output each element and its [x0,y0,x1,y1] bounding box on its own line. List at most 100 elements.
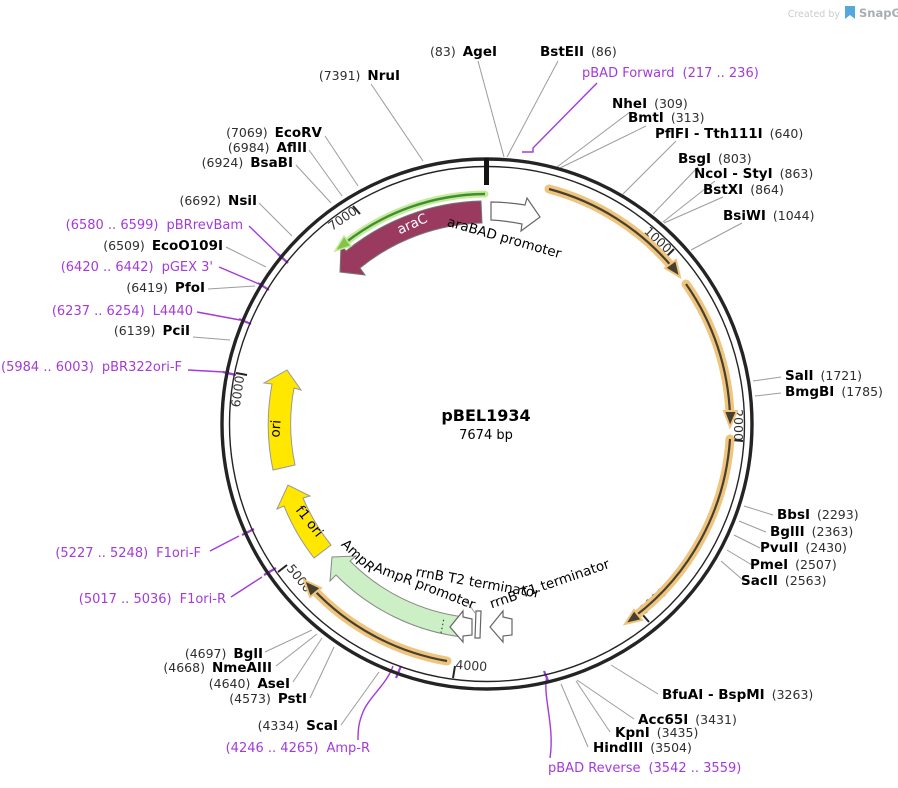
site-pos: (309) [654,96,688,111]
site-label-agei[interactable]: (83) AgeI [430,44,497,60]
primer-label-f1ori-f[interactable]: (5227 .. 5248) F1ori-F [55,546,201,561]
primer-name[interactable]: F1ori-F [156,546,201,561]
primer-name[interactable]: pBR322ori-F [102,360,182,375]
site-name[interactable]: EcoO109I [152,238,223,254]
site-name[interactable]: BmtI [628,110,664,126]
site-label-bsgi[interactable]: BsgI (803) [678,151,752,167]
site-label-asei[interactable]: (4640) AseI [209,676,290,692]
site-label-pmei[interactable]: PmeI (2507) [750,557,837,573]
site-name[interactable]: PmeI [750,557,788,573]
site-name[interactable]: BsiWI [723,208,766,224]
primer-label-f1ori-r[interactable]: (5017 .. 5036) F1ori-R [79,592,226,607]
plasmid-name: pBEL1934 [441,406,530,425]
site-name[interactable]: BsaBI [250,155,293,171]
primer-name[interactable]: F1ori-R [180,592,226,607]
site-name[interactable]: BstXI [703,182,743,198]
primer-label-pgex-3[interactable]: (6420 .. 6442) pGEX 3' [61,260,213,275]
primer-label-l4440[interactable]: (6237 .. 6254) L4440 [52,304,193,319]
site-name[interactable]: PstI [278,691,307,707]
site-name[interactable]: SacII [741,573,778,589]
site-name[interactable]: NsiI [228,193,257,209]
site-label-nhei[interactable]: NheI (309) [612,96,688,112]
site-label-bsabi[interactable]: (6924) BsaBI [202,155,293,171]
primer-name[interactable]: pBAD Reverse [548,761,640,776]
site-name[interactable]: PfoI [175,280,205,296]
ori-label[interactable]: ori [267,419,284,438]
rrnb-t2-terminator-shape[interactable] [474,610,482,639]
primer-name[interactable]: Amp-R [326,741,370,756]
arac-green-highlight[interactable] [333,190,489,253]
site-name[interactable]: NruI [367,68,400,84]
site-label-pvuii[interactable]: PvuII (2430) [760,540,847,556]
site-label-nrui[interactable]: (7391) NruI [319,68,400,84]
site-label-bmti[interactable]: BmtI (313) [628,110,704,126]
site-label-pflfi[interactable]: PflFI - Tth111I (640) [655,126,803,142]
leader-line [720,560,745,582]
site-name[interactable]: HindIII [593,740,643,756]
site-label-sacii[interactable]: SacII (2563) [741,573,826,589]
site-name[interactable]: BstEII [540,44,584,60]
site-label-bbsi[interactable]: BbsI (2293) [777,507,859,523]
site-label-bsiwi[interactable]: BsiWI (1044) [723,208,814,224]
site-name[interactable]: PvuII [760,540,798,556]
site-name[interactable]: BglI [233,646,263,662]
rrnb-t1-terminator-arrow[interactable] [489,609,513,644]
site-label-scai[interactable]: (4334) ScaI [258,718,338,734]
site-name[interactable]: AgeI [463,44,497,60]
ori-feature-arrow[interactable] [262,369,303,471]
site-name[interactable]: KpnI [615,725,650,741]
primer-name[interactable]: pBRrevBam [166,218,243,233]
site-label-pfoi[interactable]: (6419) PfoI [126,280,205,296]
site-label-bglii[interactable]: BglII (2363) [770,524,853,540]
site-label-bstxi[interactable]: BstXI (864) [703,182,784,198]
site-name[interactable]: BsgI [678,151,711,167]
site-name[interactable]: SalI [785,368,813,384]
site-label-nsii[interactable]: (6692) NsiI [179,193,257,209]
orf-arc-segment[interactable] [629,434,735,622]
primer-label-pbad-forward[interactable]: pBAD Forward (217 .. 236) [582,66,759,81]
site-name[interactable]: BmgBI [785,384,834,400]
site-label-ncoi[interactable]: NcoI - StyI (863) [694,166,813,182]
orf-arrowhead [302,578,323,599]
site-name[interactable]: NheI [612,96,647,112]
site-name[interactable]: BfuAI - BspMI [662,687,765,703]
ampr-feature-arrow[interactable] [329,555,465,638]
ampr-promoter-arrow[interactable] [449,609,473,644]
site-label-pcii[interactable]: (6139) PciI [114,323,190,339]
site-label-nmeaiii[interactable]: (4668) NmeAIII [163,660,272,676]
arac-feature-arrow[interactable] [339,200,483,276]
site-name[interactable]: Acc65I [638,712,688,728]
primer-name[interactable]: pGEX 3' [162,260,213,275]
site-name[interactable]: PflFI - Tth111I [655,126,763,142]
site-name[interactable]: NcoI - StyI [694,166,773,182]
site-label-hindiii[interactable]: HindIII (3504) [593,740,692,756]
primer-name[interactable]: pBAD Forward [582,66,675,81]
site-label-acc65i[interactable]: Acc65I (3431) [638,712,737,728]
site-label-kpni[interactable]: KpnI (3435) [615,725,698,741]
site-name[interactable]: EcoRV [275,125,323,141]
site-label-bmgbi[interactable]: BmgBI (1785) [785,384,883,400]
site-name[interactable]: AseI [257,676,290,692]
site-label-aflii[interactable]: (6984) AflII [228,140,307,156]
primer-label-pbr322ori-f[interactable]: (5984 .. 6003) pBR322ori-F [1,360,182,375]
primer-label-amp-r[interactable]: (4246 .. 4265) Amp-R [226,741,370,756]
site-name[interactable]: BglII [770,524,805,540]
site-label-bsteii[interactable]: BstEII (86) [540,44,617,60]
site-label-ecorv[interactable]: (7069) EcoRV [226,125,322,141]
site-label-bgli[interactable]: (4697) BglI [185,646,263,662]
site-name[interactable]: ScaI [306,718,338,734]
site-name[interactable]: PciI [162,323,190,339]
f1-ori-feature-arrow[interactable] [276,484,332,559]
primer-label-pbrrevbam[interactable]: (6580 .. 6599) pBRrevBam [66,218,243,233]
site-label-ecoo109i[interactable]: (6509) EcoO109I [103,238,223,254]
site-name[interactable]: BbsI [777,507,810,523]
site-label-psti[interactable]: (4573) PstI [229,691,307,707]
primer-name[interactable]: L4440 [153,304,193,319]
arabad-promoter-arrow[interactable] [490,196,541,233]
site-name[interactable]: NmeAIII [212,660,272,676]
site-label-sali[interactable]: SalI (1721) [785,368,862,384]
site-label-bfuai[interactable]: BfuAI - BspMI (3263) [662,687,813,703]
primer-label-pbad-reverse[interactable]: pBAD Reverse (3542 .. 3559) [548,761,741,776]
site-name[interactable]: AflII [276,140,307,156]
orf-arcs[interactable] [302,184,739,666]
